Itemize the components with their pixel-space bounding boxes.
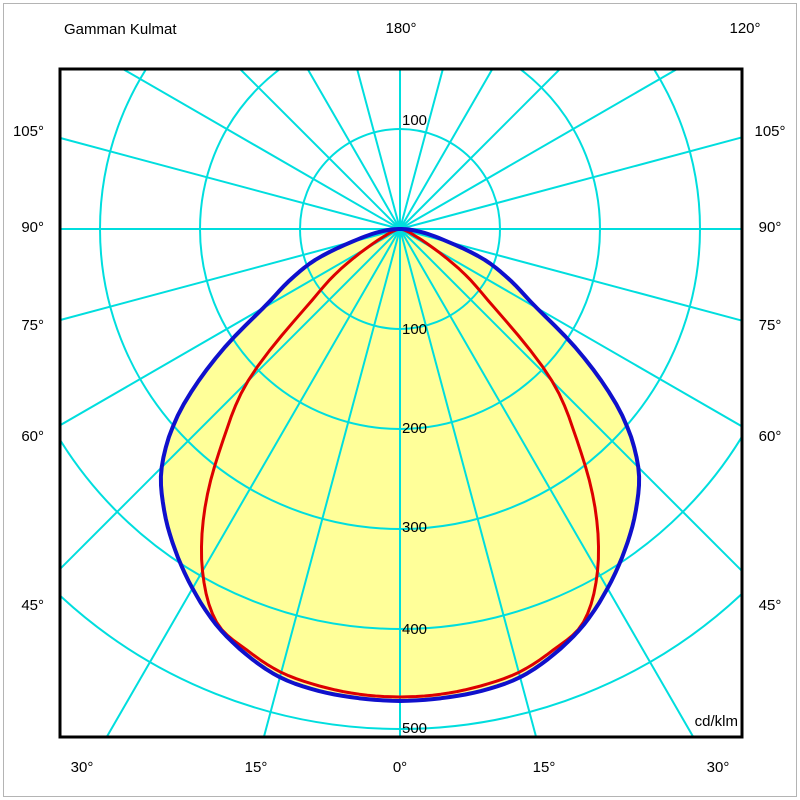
radial-tick-label-300: 300 (402, 519, 428, 536)
radial-line (399, 136, 741, 230)
radial-tick-label-500: 500 (402, 720, 428, 737)
angle-label-top-center: 180° (385, 20, 417, 37)
radial-line (61, 137, 401, 230)
chart-title: Gamman Kulmat (64, 21, 177, 38)
angle-label-right-75: 75° (758, 317, 782, 334)
angle-label-bottom-30l: 30° (70, 759, 94, 776)
plot-border (58, 67, 744, 739)
angle-label-right-45: 45° (758, 597, 782, 614)
radial-line (399, 228, 694, 736)
angle-label-bottom-0: 0° (392, 759, 408, 776)
radial-line (263, 228, 401, 736)
radial-line (399, 228, 741, 322)
unit-label: cd/klm (694, 713, 738, 730)
angle-label-left-90: 90° (21, 219, 44, 236)
radial-tick-label-200: 200 (402, 420, 428, 437)
angle-label-bottom-15r: 15° (532, 759, 556, 776)
radial-line (399, 70, 560, 230)
angle-label-right-90: 90° (758, 219, 782, 236)
angle-label-top-right: 120° (729, 20, 761, 37)
radial-line (240, 70, 401, 230)
radial-line (399, 70, 493, 230)
radial-line (61, 228, 401, 321)
angle-label-right-105: 105° (754, 123, 786, 140)
angle-label-bottom-15l: 15° (244, 759, 268, 776)
radial-line (123, 70, 401, 230)
radial-line (399, 70, 444, 230)
angle-label-bottom-30r: 30° (706, 759, 730, 776)
radial-line (61, 228, 401, 569)
radial-tick-label-100-top: 100 (402, 112, 428, 129)
angle-label-right-60: 60° (758, 428, 782, 445)
radial-line (399, 228, 741, 571)
intensity-curve-blue-curve (158, 227, 642, 703)
radial-line (399, 228, 537, 736)
angle-label-left-105: 105° (12, 123, 44, 140)
radial-tick-label-400: 400 (402, 621, 428, 638)
angle-label-left-60: 60° (21, 428, 44, 445)
radial-line (356, 70, 401, 230)
radial-tick-label-100: 100 (402, 321, 428, 338)
intensity-curve-red-curve (200, 227, 600, 699)
angle-label-left-45: 45° (21, 597, 44, 614)
angle-label-left-75: 75° (21, 317, 44, 334)
radial-line (399, 70, 677, 230)
radial-line (106, 228, 401, 736)
radial-line (307, 70, 401, 230)
